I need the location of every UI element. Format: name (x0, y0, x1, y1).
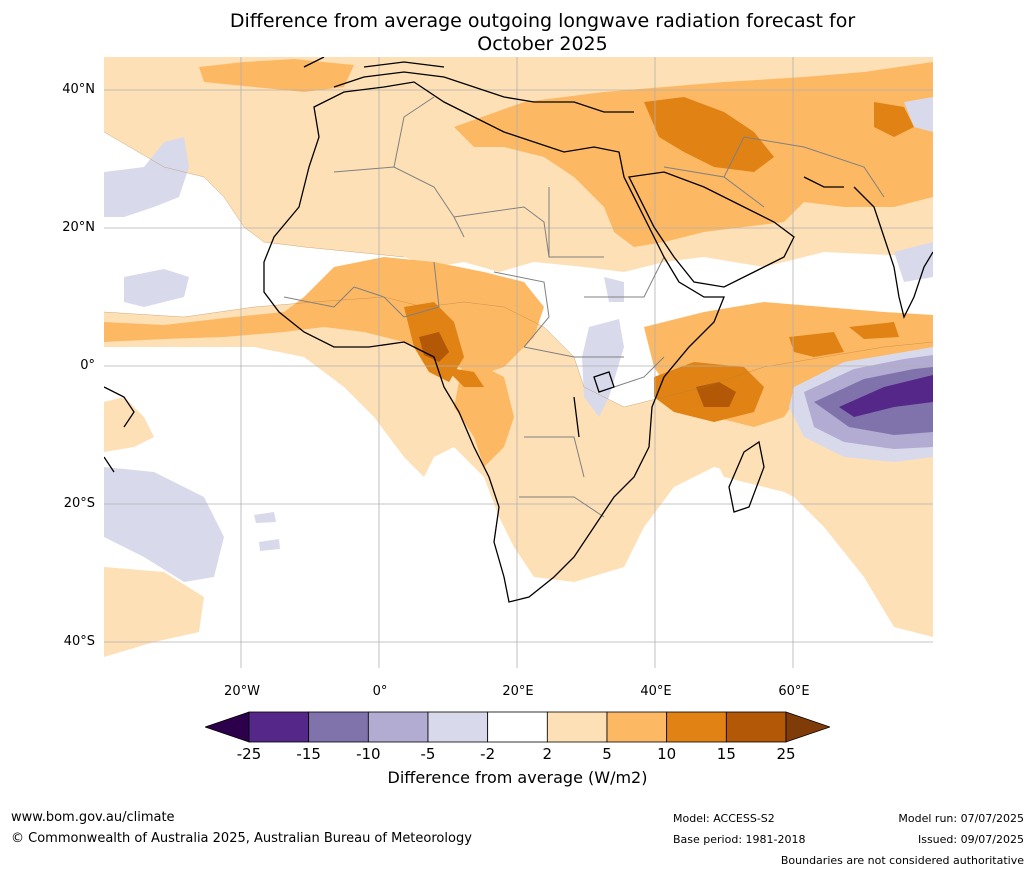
map-gridlines (104, 57, 933, 668)
colorbar-tick-label: -10 (356, 745, 381, 763)
colorbar-tick-label: -2 (480, 745, 496, 763)
coastlines (104, 57, 933, 603)
colorbar-tick-label: -5 (420, 745, 436, 763)
lat-label-20s: 20°S (63, 496, 95, 511)
anomaly-band-15-to-25 (419, 332, 736, 407)
footer-base-period: Base period: 1981-2018 (673, 833, 806, 846)
footer-website: www.bom.gov.au/climate (11, 810, 175, 825)
colorbar-tick-label: 5 (602, 745, 612, 763)
title-line-1: Difference from average outgoing longwav… (229, 10, 856, 32)
colorbar-swatch (725, 711, 787, 743)
footer-copyright: © Commonwealth of Australia 2025, Austra… (11, 831, 472, 846)
lat-label-40s: 40°S (63, 634, 95, 649)
footer-model-run: Model run: 07/07/2025 (898, 812, 1024, 825)
colorbar-swatch (427, 711, 489, 743)
colorbar-tick-label: 15 (716, 745, 736, 763)
colorbar-tick-label: 10 (657, 745, 677, 763)
lon-label-60e: 60°E (778, 684, 810, 699)
colorbar-swatch (308, 711, 369, 743)
country-borders (283, 96, 885, 518)
colorbar-extend-low-arrow (205, 711, 250, 743)
colorbar-swatch (666, 711, 727, 743)
colorbar-extend-high-arrow (785, 711, 830, 743)
footer-model: Model: ACCESS-S2 (673, 812, 775, 825)
colorbar (205, 711, 830, 743)
lon-label-0: 0° (372, 684, 388, 699)
colorbar-swatch (606, 711, 668, 743)
colorbar-swatch (546, 711, 608, 743)
colorbar-swatch (367, 711, 429, 743)
colorbar-tick-label: 2 (542, 745, 553, 763)
olr-anomaly-map (104, 57, 933, 668)
colorbar-swatch (248, 711, 310, 743)
footer-disclaimer: Boundaries are not considered authoritat… (780, 854, 1024, 867)
colorbar-label: Difference from average (W/m2) (387, 768, 648, 787)
anomaly-band-minus25-to-minus15 (839, 375, 933, 417)
colorbar-tick-label: -25 (236, 745, 262, 763)
title-line-2: October 2025 (477, 33, 608, 55)
lat-label-0: 0° (80, 358, 95, 373)
lat-label-40n: 40°N (62, 82, 95, 97)
lon-label-20w: 20°W (224, 684, 260, 699)
colorbar-swatch (487, 711, 548, 743)
colorbar-tick-label: 25 (776, 745, 796, 763)
lat-label-20n: 20°N (62, 220, 95, 235)
lon-label-20e: 20°E (502, 684, 534, 699)
colorbar-tick-label: -15 (296, 745, 321, 763)
map-title: Difference from average outgoing longwav… (100, 10, 985, 56)
lon-label-40e: 40°E (640, 684, 672, 699)
footer-issued: Issued: 09/07/2025 (917, 833, 1024, 846)
